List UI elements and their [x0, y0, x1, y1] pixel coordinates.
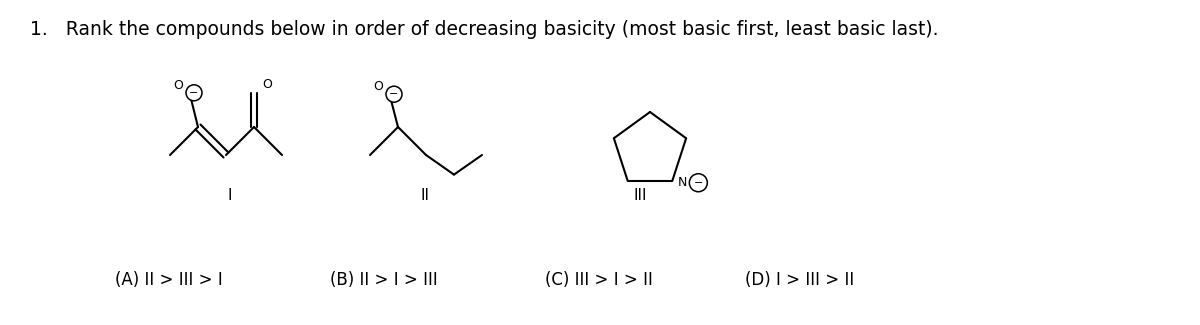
- Text: 1.   Rank the compounds below in order of decreasing basicity (most basic first,: 1. Rank the compounds below in order of …: [30, 20, 938, 39]
- Text: N: N: [677, 176, 686, 189]
- Circle shape: [689, 174, 707, 192]
- Text: (C) III > I > II: (C) III > I > II: [545, 271, 653, 289]
- Text: (A) II > III > I: (A) II > III > I: [115, 271, 223, 289]
- Text: (D) I > III > II: (D) I > III > II: [745, 271, 854, 289]
- Text: O: O: [173, 79, 182, 92]
- Text: III: III: [634, 188, 647, 202]
- Text: II: II: [420, 188, 430, 202]
- Circle shape: [386, 86, 402, 102]
- Text: (B) II > I > III: (B) II > I > III: [330, 271, 438, 289]
- Text: I: I: [228, 188, 233, 202]
- Text: −: −: [190, 88, 199, 98]
- Circle shape: [186, 85, 202, 101]
- Text: O: O: [262, 78, 272, 91]
- Text: O: O: [373, 80, 383, 93]
- Text: −: −: [389, 89, 398, 99]
- Text: −: −: [694, 178, 703, 188]
